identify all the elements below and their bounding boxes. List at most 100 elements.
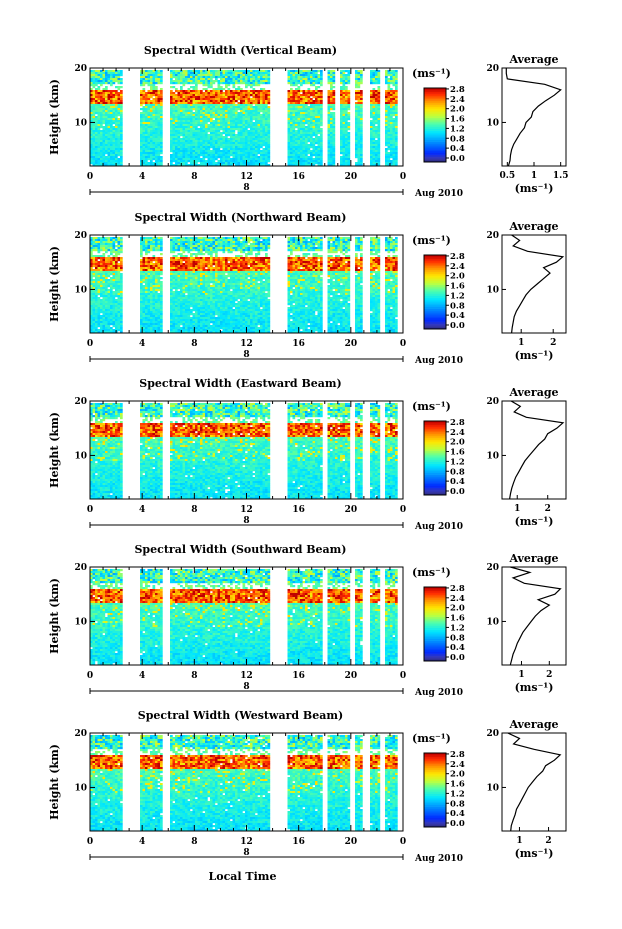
average-profile: Average 10 20 1 2(ms⁻¹) bbox=[486, 220, 567, 362]
x-tick-label: 8 bbox=[191, 837, 197, 847]
average-x-tick-label: 1.5 bbox=[553, 171, 569, 181]
average-frame bbox=[501, 67, 567, 167]
average-title: Average bbox=[508, 718, 558, 731]
y-tick-label: 20 bbox=[74, 231, 87, 241]
average-x-tick-label: 2 bbox=[545, 836, 551, 846]
x-tick-label: 16 bbox=[292, 671, 305, 681]
colorbar-unit-label: (ms⁻¹) bbox=[412, 732, 451, 745]
panel-1: Spectral Width (Northward Beam)1020Heigh… bbox=[48, 211, 567, 366]
x-tick-label: 0 bbox=[400, 671, 406, 681]
colorbar-tick-label: 2.8 bbox=[450, 750, 465, 760]
y-tick-label: 20 bbox=[74, 397, 87, 407]
y-tick-label: 20 bbox=[74, 729, 87, 739]
x-tick-label: 12 bbox=[240, 837, 253, 847]
heatmap-cells bbox=[90, 403, 398, 500]
x-tick-label: 4 bbox=[139, 172, 145, 182]
y-axis-label: Height (km) bbox=[48, 412, 61, 488]
average-y-tick-label: 10 bbox=[486, 783, 499, 793]
y-axis-label: Height (km) bbox=[48, 744, 61, 820]
average-y-tick-label: 20 bbox=[486, 397, 499, 407]
colorbar-tick-label: 1.6 bbox=[450, 115, 465, 125]
average-x-tick-label: 2 bbox=[550, 338, 556, 348]
panel-title: Spectral Width (Northward Beam) bbox=[135, 211, 347, 224]
day-label: 8 bbox=[243, 183, 249, 193]
colorbar-tick-label: 2.0 bbox=[450, 272, 465, 282]
x-tick-label: 8 bbox=[191, 505, 197, 515]
average-profile: Average 10 20 0.5 1 1.5(ms⁻¹) bbox=[486, 53, 568, 195]
colorbar-tick-label: 2.0 bbox=[450, 604, 465, 614]
colorbar-tick-label: 1.6 bbox=[450, 780, 465, 790]
y-tick-label: 10 bbox=[74, 451, 87, 461]
average-y-tick-label: 20 bbox=[486, 64, 499, 74]
x-tick-label: 0 bbox=[87, 671, 93, 681]
colorbar-tick-label: 0.8 bbox=[450, 301, 465, 311]
colorbar-tick-label: 1.2 bbox=[450, 457, 465, 467]
colorbar-frame bbox=[423, 87, 447, 163]
colorbar-tick-label: 0.4 bbox=[450, 809, 465, 819]
date-label: Aug 2010 bbox=[414, 189, 463, 199]
colorbar-tick-label: 1.6 bbox=[450, 282, 465, 292]
average-x-tick-label: 1 bbox=[514, 504, 520, 514]
x-tick-label: 0 bbox=[400, 837, 406, 847]
panel-title: Spectral Width (Westward Beam) bbox=[138, 709, 343, 722]
x-tick-label: 20 bbox=[345, 671, 358, 681]
colorbar-tick-label: 0.0 bbox=[450, 819, 465, 829]
colorbar-tick-label: 2.4 bbox=[450, 594, 465, 604]
colorbar bbox=[423, 752, 447, 828]
x-tick-label: 12 bbox=[240, 671, 253, 681]
colorbar-tick-label: 1.2 bbox=[450, 623, 465, 633]
date-label: Aug 2010 bbox=[414, 522, 463, 532]
colorbar bbox=[423, 87, 447, 163]
colorbar-unit-label: (ms⁻¹) bbox=[412, 234, 451, 247]
colorbar bbox=[423, 254, 447, 330]
colorbar-tick-label: 0.0 bbox=[450, 653, 465, 663]
average-y-tick-label: 20 bbox=[486, 231, 499, 241]
x-tick-label: 12 bbox=[240, 505, 253, 515]
average-x-tick-label: 2 bbox=[545, 504, 551, 514]
colorbar-frame bbox=[423, 254, 447, 330]
average-x-label: (ms⁻¹) bbox=[515, 182, 554, 195]
x-tick-label: 0 bbox=[400, 339, 406, 349]
y-tick-label: 10 bbox=[74, 118, 87, 128]
date-label: Aug 2010 bbox=[414, 356, 463, 366]
x-tick-label: 12 bbox=[240, 172, 253, 182]
day-label: 8 bbox=[243, 682, 249, 692]
colorbar-tick-label: 0.0 bbox=[450, 487, 465, 497]
colorbar-tick-label: 2.8 bbox=[450, 85, 465, 95]
average-x-label: (ms⁻¹) bbox=[515, 847, 554, 860]
average-profile: Average 10 20 1 2(ms⁻¹) bbox=[486, 386, 567, 528]
day-label: 8 bbox=[243, 516, 249, 526]
x-tick-label: 20 bbox=[345, 837, 358, 847]
x-tick-label: 16 bbox=[292, 172, 305, 182]
average-y-tick-label: 20 bbox=[486, 563, 499, 573]
average-y-tick-label: 20 bbox=[486, 729, 499, 739]
average-y-tick-label: 10 bbox=[486, 451, 499, 461]
x-tick-label: 0 bbox=[87, 339, 93, 349]
y-axis-label: Height (km) bbox=[48, 578, 61, 654]
x-tick-label: 12 bbox=[240, 339, 253, 349]
colorbar-tick-label: 0.0 bbox=[450, 321, 465, 331]
colorbar-tick-label: 1.2 bbox=[450, 789, 465, 799]
colorbar-tick-label: 2.8 bbox=[450, 584, 465, 594]
average-title: Average bbox=[508, 53, 558, 66]
x-tick-label: 0 bbox=[87, 172, 93, 182]
panel-2: Spectral Width (Eastward Beam)1020Height… bbox=[48, 377, 567, 532]
x-tick-label: 0 bbox=[87, 837, 93, 847]
x-tick-label: 4 bbox=[139, 671, 145, 681]
x-tick-label: 8 bbox=[191, 671, 197, 681]
average-x-label: (ms⁻¹) bbox=[515, 681, 554, 694]
colorbar-tick-label: 0.4 bbox=[450, 144, 465, 154]
colorbar-tick-label: 1.2 bbox=[450, 291, 465, 301]
x-tick-label: 16 bbox=[292, 837, 305, 847]
y-axis-label: Height (km) bbox=[48, 79, 61, 155]
colorbar-tick-label: 2.0 bbox=[450, 438, 465, 448]
colorbar-tick-label: 0.8 bbox=[450, 467, 465, 477]
colorbar-tick-label: 0.8 bbox=[450, 799, 465, 809]
y-axis-label: Height (km) bbox=[48, 246, 61, 322]
average-x-tick-label: 1 bbox=[518, 338, 524, 348]
average-x-tick-label: 1 bbox=[518, 670, 524, 680]
colorbar-tick-label: 0.4 bbox=[450, 311, 465, 321]
colorbar-tick-label: 2.4 bbox=[450, 262, 465, 272]
date-label: Aug 2010 bbox=[414, 854, 463, 864]
